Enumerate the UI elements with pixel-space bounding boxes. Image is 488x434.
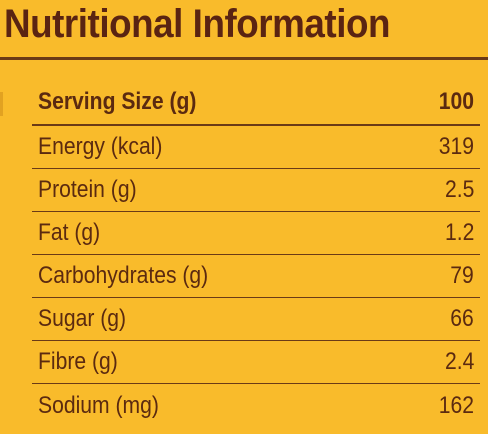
nutrient-value: 2.5 <box>444 176 474 203</box>
nutrient-value: 66 <box>450 305 474 332</box>
table-header-row: Serving Size (g) 100 <box>32 80 480 126</box>
serving-size-value: 100 <box>438 88 474 115</box>
nutrient-label: Carbohydrates (g) <box>38 262 209 289</box>
nutrient-label: Sodium (mg) <box>38 391 159 419</box>
nutrition-table: Serving Size (g) 100 Energy (kcal) 319 P… <box>32 80 480 427</box>
edge-mark <box>0 92 3 116</box>
nutrient-value: 162 <box>438 391 474 419</box>
nutrient-label: Fat (g) <box>38 219 101 246</box>
nutrient-label: Fibre (g) <box>38 348 118 375</box>
table-row: Carbohydrates (g) 79 <box>32 255 480 298</box>
nutrient-label: Protein (g) <box>38 176 137 203</box>
nutrient-value: 79 <box>450 262 474 289</box>
nutrient-value: 319 <box>438 133 474 160</box>
table-row: Energy (kcal) 319 <box>32 126 480 169</box>
nutrient-value: 1.2 <box>444 219 474 246</box>
page-title: Nutritional Information <box>4 2 391 46</box>
serving-size-label: Serving Size (g) <box>38 88 197 115</box>
nutrient-label: Energy (kcal) <box>38 133 163 160</box>
table-row: Sodium (mg) 162 <box>32 384 480 427</box>
nutrient-label: Sugar (g) <box>38 305 127 332</box>
title-divider <box>0 57 488 60</box>
table-row: Protein (g) 2.5 <box>32 169 480 212</box>
nutrient-value: 2.4 <box>444 348 474 375</box>
table-row: Fibre (g) 2.4 <box>32 341 480 384</box>
table-row: Sugar (g) 66 <box>32 298 480 341</box>
table-row: Fat (g) 1.2 <box>32 212 480 255</box>
